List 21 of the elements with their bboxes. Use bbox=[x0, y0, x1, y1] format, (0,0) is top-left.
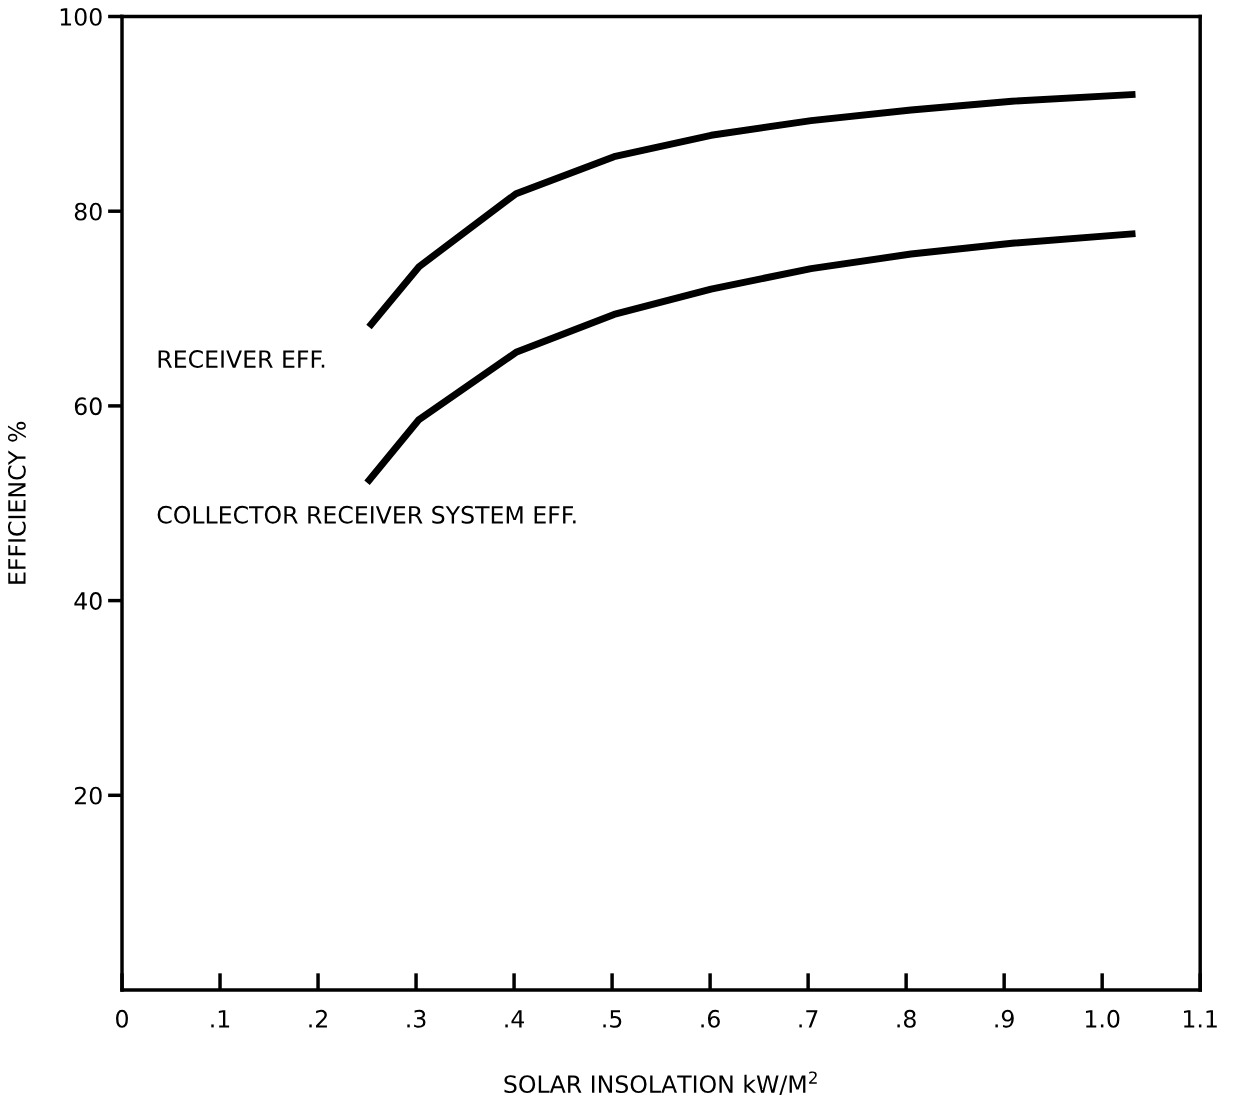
x-tick-label: .7 bbox=[799, 1010, 818, 1028]
x-tick-label: .3 bbox=[407, 1009, 426, 1028]
text: RECEIVER EFF. bbox=[158, 350, 325, 368]
x-tick-label: .2 bbox=[309, 1009, 327, 1028]
x-tick-label: 0 bbox=[116, 1009, 128, 1028]
y-tick-label: 100 bbox=[60, 7, 102, 26]
y-tick-label: 20 bbox=[74, 786, 102, 805]
x-tick-label: 1.0 bbox=[1085, 1009, 1120, 1028]
y-tick-label: 40 bbox=[74, 592, 102, 610]
x-tick-label: .4 bbox=[505, 1010, 525, 1028]
x-tick-label: 1.1 bbox=[1184, 1010, 1217, 1028]
x-tick-label: .9 bbox=[995, 1009, 1014, 1028]
x-tick-label: .6 bbox=[701, 1009, 720, 1028]
x-tick-label: .1 bbox=[211, 1010, 230, 1028]
x-tick-label: .5 bbox=[603, 1010, 622, 1028]
series-label: COLLECTOR RECEIVER SYSTEM EFF. bbox=[157, 505, 576, 524]
y-axis-title: EFFICIENCY % bbox=[7, 421, 26, 584]
x-tick-label: .8 bbox=[897, 1009, 916, 1028]
y-tick-label: 80 bbox=[74, 202, 102, 221]
x-axis-title: SOLAR INSOLATION kW/M$^{2}$ bbox=[504, 1071, 817, 1095]
y-tick-label: 60 bbox=[74, 397, 102, 416]
